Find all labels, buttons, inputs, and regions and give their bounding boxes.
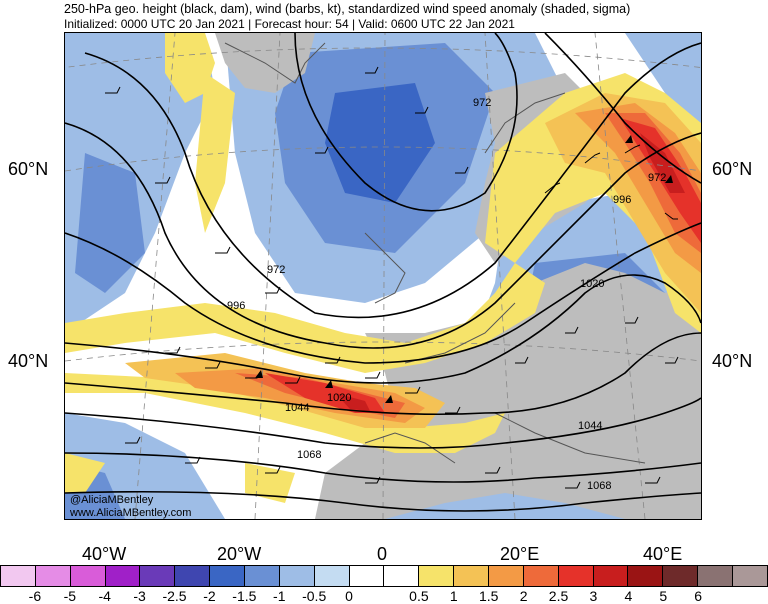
coastlines: [224, 42, 646, 464]
colorbar-swatch: [35, 565, 71, 587]
colorbar-swatch: [105, 565, 141, 587]
colorbar-swatch: [558, 565, 594, 587]
contour-label: 972: [473, 97, 491, 109]
height-contours: [65, 33, 701, 512]
colorbar-swatch: [698, 565, 734, 587]
colorbar-swatch: [0, 565, 36, 587]
lon-label-20e: 20°E: [500, 544, 540, 564]
colorbar-tick-label: 6: [694, 588, 703, 604]
contour-label: 972: [267, 264, 285, 276]
contour-label: 1044: [285, 402, 309, 414]
colorbar-swatch: [245, 565, 280, 587]
colorbar-tick-label: 2.5: [548, 588, 569, 604]
colorbar-tick-label: -1.5: [232, 588, 257, 604]
contour-label: 996: [227, 300, 245, 312]
colorbar-tick-label: 1: [449, 588, 458, 604]
colorbar: [0, 565, 768, 587]
colorbar-swatch: [384, 565, 420, 587]
colorbar-swatch: [733, 565, 768, 587]
colorbar-tick-label: 2: [519, 588, 528, 604]
wind-barbs: [105, 66, 679, 489]
lon-label-20w: 20°W: [217, 544, 262, 564]
colorbar-swatch: [523, 565, 559, 587]
colorbar-swatch: [210, 565, 246, 587]
lat-label-60n-left: 60°N: [8, 159, 49, 179]
colorbar-swatch: [454, 565, 490, 587]
lon-label-40w: 40°W: [82, 544, 127, 564]
colorbar-swatch: [140, 565, 176, 587]
colorbar-swatch: [314, 565, 350, 587]
contour-label: 1068: [587, 480, 611, 492]
lon-label-0: 0: [377, 544, 388, 564]
colorbar-tick-label: 3: [589, 588, 598, 604]
contour-label: 972: [648, 172, 666, 184]
contour-label: 1044: [578, 420, 602, 432]
colorbar-swatch: [489, 565, 524, 587]
colorbar-tick-label: 5: [659, 588, 668, 604]
colorbar-swatch: [593, 565, 629, 587]
colorbar-tick-label: -5: [63, 588, 77, 604]
colorbar-tick-label: -3: [133, 588, 146, 604]
colorbar-tick-label: 0: [345, 588, 353, 604]
colorbar-tick-label: 0.5: [409, 588, 429, 604]
map-title: 250-hPa geo. height (black, dam), wind (…: [64, 2, 631, 16]
colorbar-swatch: [279, 565, 315, 587]
colorbar-tick-label: -4: [98, 588, 111, 604]
credit-site: www.AliciaMBentley.com: [70, 507, 192, 519]
map-subtitle: Initialized: 0000 UTC 20 Jan 2021 | Fore…: [64, 17, 515, 31]
colorbar-tick-label: -0.5: [302, 588, 327, 604]
map-panel: 972 972 996 996 972 1020 1044 1068 1020 …: [64, 32, 702, 520]
colorbar-swatch: [419, 565, 455, 587]
credit-handle: @AliciaMBentley: [70, 494, 154, 506]
colorbar-swatch: [175, 565, 211, 587]
contour-label: 1020: [327, 392, 351, 404]
lon-label-40e: 40°E: [643, 544, 683, 564]
lat-label-40n-left: 40°N: [8, 351, 49, 371]
colorbar-tick-label: 1.5: [478, 588, 499, 604]
colorbar-swatch: [70, 565, 106, 587]
colorbar-tick-label: -2.5: [162, 588, 187, 604]
lat-label-40n-right: 40°N: [712, 351, 753, 371]
contour-label: 996: [613, 194, 631, 206]
lat-label-60n-right: 60°N: [712, 159, 753, 179]
colorbar-swatch: [349, 565, 385, 587]
colorbar-swatch: [628, 565, 664, 587]
colorbar-tick-label: 4: [624, 588, 633, 604]
map-canvas: 972 972 996 996 972 1020 1044 1068 1020 …: [65, 33, 701, 519]
colorbar-tick-label: -6: [28, 588, 42, 604]
contour-label: 1020: [580, 278, 604, 290]
colorbar-tick-label: -2: [203, 588, 216, 604]
colorbar-swatch: [663, 565, 699, 587]
colorbar-tick-label: -1: [273, 588, 286, 604]
contour-labels: 972 972 996 996 972 1020 1044 1068 1020 …: [227, 97, 666, 492]
contour-label: 1068: [297, 449, 321, 461]
